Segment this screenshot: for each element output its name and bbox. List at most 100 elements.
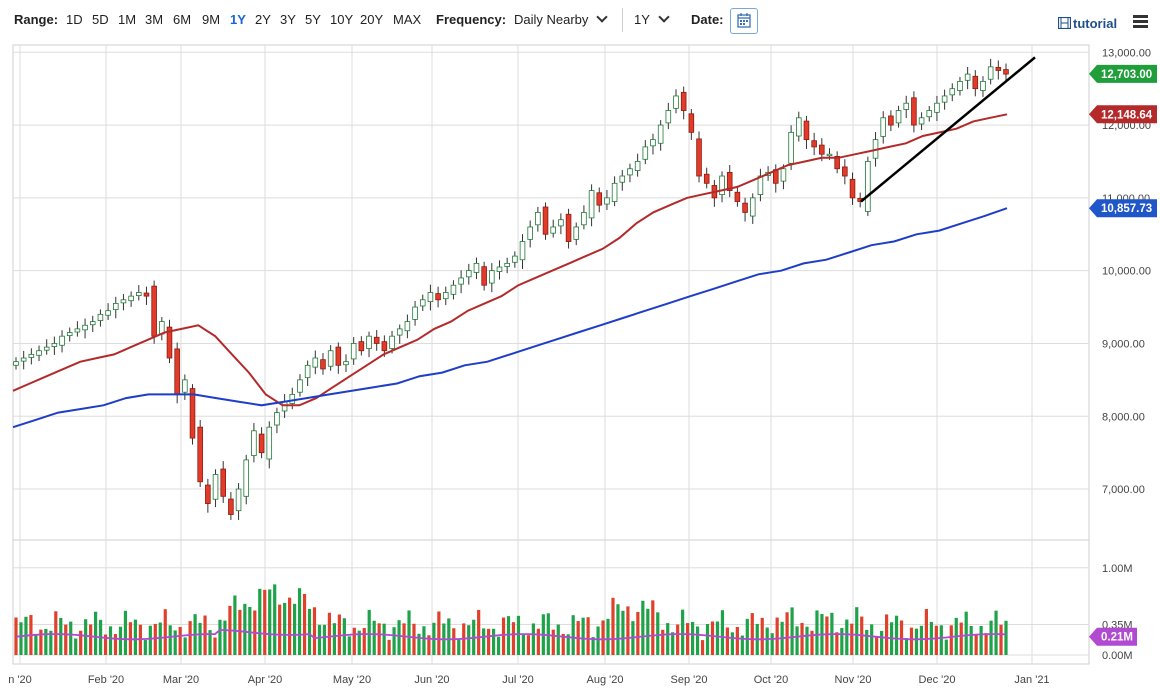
candle-body: [481, 266, 487, 286]
volume-bar: [626, 606, 630, 655]
candle-body: [228, 498, 234, 515]
volume-bar: [785, 612, 789, 655]
period-select[interactable]: 1Y: [634, 11, 670, 27]
candle-body: [358, 341, 365, 352]
volume-bar: [198, 622, 202, 655]
volume-bar: [586, 617, 590, 655]
candle-body: [243, 459, 250, 497]
candle-body: [642, 146, 649, 160]
candle-body: [274, 412, 280, 426]
candle-body: [504, 262, 510, 267]
candle-body: [688, 113, 695, 133]
price-tag-bg: [1089, 627, 1137, 646]
volume-bar: [312, 607, 317, 655]
price-tag-text: 12,703.00: [1101, 69, 1152, 81]
x-tick-label: May '20: [333, 674, 371, 686]
volume-bar: [258, 588, 262, 655]
candle-body: [389, 335, 395, 349]
toolbar: Range: 1D 5D 1M 3M 6M 9M 1Y 2Y 3Y 5Y 10Y 20Y MAX Fre…: [0, 0, 1160, 42]
candle-body: [972, 75, 979, 90]
candle-body: [680, 91, 687, 111]
volume-bar: [223, 620, 227, 655]
x-tick-label: Nov '20: [835, 674, 872, 686]
candle-body: [934, 102, 940, 113]
volume-bar: [979, 626, 983, 655]
candle-body: [903, 102, 910, 110]
candle-body: [335, 346, 342, 366]
candle-body: [66, 332, 73, 337]
volume-bar: [974, 635, 978, 655]
volume-bar: [944, 639, 948, 655]
volume-bar: [208, 630, 212, 655]
volume-bar: [800, 622, 804, 655]
volume-bar: [641, 600, 645, 655]
volume-bar: [248, 606, 252, 655]
volume-bar: [855, 607, 859, 655]
candle-body: [542, 206, 549, 235]
volume-bar: [332, 623, 336, 655]
range-button-10y[interactable]: 10Y: [330, 12, 354, 27]
candle-body: [105, 310, 111, 316]
volume-bar: [616, 604, 620, 655]
ma200-line: [12, 207, 1008, 429]
x-tick-label: Jul '20: [502, 674, 533, 686]
tutorial-link[interactable]: tutorial: [1057, 16, 1117, 31]
candle-body: [281, 401, 288, 412]
volume-bar: [894, 615, 899, 655]
volume-bar: [188, 621, 192, 655]
date-picker-button[interactable]: [730, 8, 758, 34]
candle-body: [665, 110, 672, 124]
price-tags: 12,703.00 12,148.64 10,857.73 0.21M: [1089, 64, 1157, 646]
price-tag-bg: [1089, 199, 1157, 218]
frequency-select[interactable]: Daily Nearby: [514, 11, 609, 27]
candle-body: [535, 212, 541, 226]
range-button-2y[interactable]: 2Y: [255, 12, 271, 27]
candle-body: [527, 226, 533, 240]
candle-body: [865, 161, 871, 212]
volume-bar: [601, 620, 605, 655]
range-button-3m[interactable]: 3M: [145, 12, 164, 27]
x-tick-label: Feb '20: [88, 674, 124, 686]
volume-bar: [268, 589, 272, 655]
range-button-1y[interactable]: 1Y: [230, 12, 246, 27]
volume-bar: [422, 626, 426, 655]
price-tag-bg: [1089, 64, 1157, 83]
candle-body: [20, 357, 27, 362]
range-button-20y[interactable]: 20Y: [360, 12, 384, 27]
volume-bar: [238, 609, 242, 655]
volume-bar: [347, 636, 351, 655]
candle-body: [235, 488, 242, 512]
candle-body: [136, 292, 142, 296]
range-button-5y[interactable]: 5Y: [305, 12, 321, 27]
volume-bar: [735, 626, 739, 655]
hamburger-menu-icon[interactable]: [1133, 15, 1148, 28]
candle-body: [788, 131, 794, 164]
range-button-6m[interactable]: 6M: [173, 12, 192, 27]
volume-bar: [153, 623, 157, 655]
candle-body: [512, 255, 518, 263]
volume-bar: [885, 614, 889, 655]
range-button-5d[interactable]: 5D: [92, 12, 109, 27]
range-button-9m[interactable]: 9M: [202, 12, 221, 27]
volume-bar: [44, 628, 48, 655]
candle-body: [819, 144, 825, 155]
volume-bar: [487, 628, 491, 655]
range-button-max[interactable]: MAX: [393, 12, 422, 27]
range-button-1m[interactable]: 1M: [118, 12, 137, 27]
divider: [622, 8, 623, 32]
range-button-3y[interactable]: 3Y: [280, 12, 296, 27]
candle-body: [396, 328, 403, 336]
range-button-1d[interactable]: 1D: [66, 12, 83, 27]
y-tick-label: 13,000.00: [1102, 47, 1151, 59]
volume-bar: [850, 623, 854, 655]
volume-bar: [740, 635, 744, 655]
volume-bar: [531, 623, 535, 655]
volume-bar: [581, 617, 585, 655]
volume-bar: [377, 623, 381, 655]
candle-body: [466, 270, 472, 278]
volume-bar: [118, 626, 123, 655]
volume-bar: [939, 625, 943, 655]
volume-tick-label: 1.00M: [1102, 563, 1133, 575]
volume-bar: [805, 626, 809, 655]
